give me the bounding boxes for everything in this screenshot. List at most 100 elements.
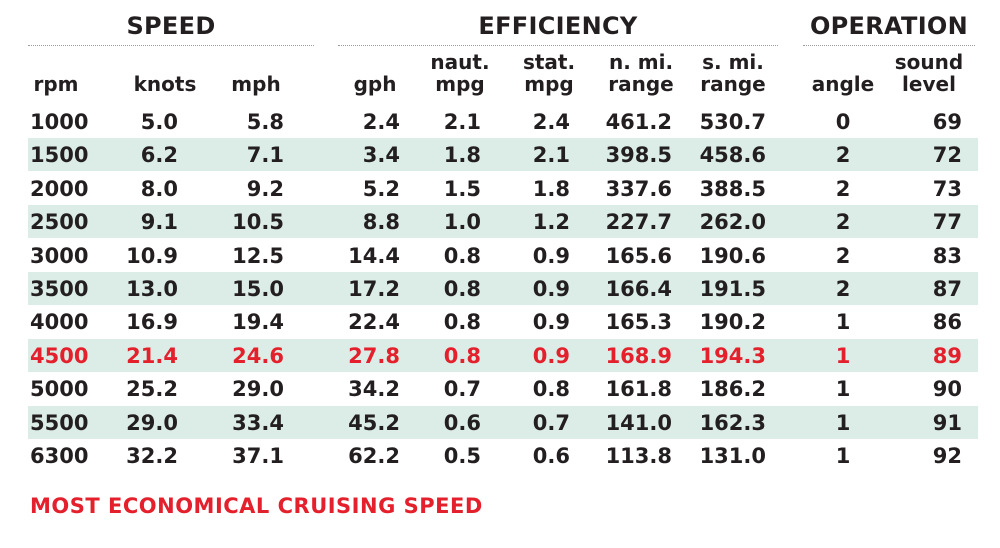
cell-naut-mpg: 0.8: [443, 277, 481, 301]
cell-n-mi-range: 398.5: [605, 143, 672, 168]
cell-naut-mpg: 0.6: [443, 410, 481, 435]
cell-n-mi-range: 461.2: [605, 110, 672, 134]
cell-knots: 16.9: [126, 310, 178, 335]
cell-angle: 0: [835, 110, 851, 134]
cell-knots: 9.1: [140, 210, 178, 235]
cell-naut-mpg: 0.8: [443, 310, 481, 335]
cell-s-mi-range: 190.6: [699, 243, 766, 268]
cell-rpm: 5500: [30, 410, 89, 435]
cell-angle: 1: [835, 444, 851, 468]
column-header-sound-level: sound level: [894, 50, 964, 96]
table-row: 5000 25.2 29.0 34.2 0.7 0.8 161.8 186.2 1 90: [28, 372, 978, 405]
cell-angle: 2: [835, 143, 851, 168]
group-divider-speed: [28, 45, 314, 46]
cell-mph: 9.2: [246, 176, 284, 201]
cell-n-mi-range: 227.7: [605, 210, 672, 235]
cell-stat-mpg: 0.9: [532, 310, 570, 335]
cell-stat-mpg: 0.8: [532, 377, 570, 402]
cell-s-mi-range: 458.6: [699, 143, 766, 168]
table-row: 5500 29.0 33.4 45.2 0.6 0.7 141.0 162.3 1 91: [28, 405, 978, 439]
cell-s-mi-range: 190.2: [699, 310, 766, 335]
cell-gph: 2.4: [362, 110, 400, 134]
cell-rpm: 2500: [30, 210, 89, 235]
column-header-stat-mpg: stat. mpg: [522, 50, 576, 96]
cell-gph: 34.2: [348, 377, 400, 402]
cell-s-mi-range: 191.5: [699, 277, 766, 301]
cell-n-mi-range: 161.8: [605, 377, 672, 402]
cell-naut-mpg: 1.5: [443, 176, 481, 201]
cell-naut-mpg: 1.8: [443, 143, 481, 168]
cell-gph: 27.8: [348, 343, 400, 368]
cell-angle: 1: [835, 377, 851, 402]
column-header-n-mi-range: n. mi. range: [608, 50, 674, 96]
cell-sound-level: 89: [932, 343, 962, 368]
cell-knots: 6.2: [140, 143, 178, 168]
cell-stat-mpg: 0.9: [532, 343, 570, 368]
cell-stat-mpg: 1.8: [532, 176, 570, 201]
cell-knots: 25.2: [126, 377, 178, 402]
cell-sound-level: 92: [932, 444, 962, 468]
cell-naut-mpg: 2.1: [443, 110, 481, 134]
table-row: 2500 9.1 10.5 8.8 1.0 1.2 227.7 262.0 2 77: [28, 205, 978, 239]
cell-knots: 21.4: [126, 343, 178, 368]
table-row: 1000 5.0 5.8 2.4 2.1 2.4 461.2 530.7 0 69: [28, 105, 978, 138]
column-header-s-mi-range: s. mi. range: [700, 50, 766, 96]
table-row: 2000 8.0 9.2 5.2 1.5 1.8 337.6 388.5 2 73: [28, 172, 978, 205]
cell-naut-mpg: 0.8: [443, 343, 481, 368]
cell-s-mi-range: 186.2: [699, 377, 766, 402]
cell-mph: 7.1: [246, 143, 284, 168]
cell-knots: 10.9: [126, 243, 178, 268]
cell-mph: 19.4: [232, 310, 284, 335]
cell-stat-mpg: 1.2: [532, 210, 570, 235]
cell-gph: 8.8: [362, 210, 400, 235]
cell-rpm: 2000: [30, 176, 89, 201]
cell-stat-mpg: 0.9: [532, 277, 570, 301]
cell-rpm: 1000: [30, 110, 89, 134]
cell-mph: 12.5: [232, 243, 284, 268]
cell-rpm: 3500: [30, 277, 89, 301]
table-row: 3000 10.9 12.5 14.4 0.8 0.9 165.6 190.6 2 83: [28, 239, 978, 272]
group-divider-operation: [803, 45, 975, 46]
cell-knots: 8.0: [140, 176, 178, 201]
cell-sound-level: 90: [932, 377, 962, 402]
cell-n-mi-range: 165.6: [605, 243, 672, 268]
cell-sound-level: 86: [932, 310, 962, 335]
cell-stat-mpg: 0.7: [532, 410, 570, 435]
cell-mph: 37.1: [232, 444, 284, 468]
cell-n-mi-range: 337.6: [605, 176, 672, 201]
cell-s-mi-range: 530.7: [699, 110, 766, 134]
cell-gph: 3.4: [362, 143, 400, 168]
table-row: 3500 13.0 15.0 17.2 0.8 0.9 166.4 191.5 2 87: [28, 272, 978, 305]
cell-rpm: 5000: [30, 377, 89, 402]
cell-rpm: 6300: [30, 444, 89, 468]
cell-gph: 17.2: [348, 277, 400, 301]
table-row-highlighted: 4500 21.4 24.6 27.8 0.8 0.9 168.9 194.3 1 89: [28, 338, 978, 372]
group-title-efficiency: EFFICIENCY: [478, 12, 638, 40]
cell-angle: 2: [835, 210, 851, 235]
cell-mph: 15.0: [232, 277, 284, 301]
cell-gph: 5.2: [362, 176, 400, 201]
cell-n-mi-range: 141.0: [605, 410, 672, 435]
cell-mph: 10.5: [232, 210, 284, 235]
cell-angle: 2: [835, 176, 851, 201]
cell-knots: 13.0: [126, 277, 178, 301]
cell-gph: 22.4: [348, 310, 400, 335]
cell-angle: 1: [835, 410, 851, 435]
cell-rpm: 1500: [30, 143, 89, 168]
cell-rpm: 3000: [30, 243, 89, 268]
cell-s-mi-range: 262.0: [699, 210, 766, 235]
cell-knots: 5.0: [140, 110, 178, 134]
table-row: 6300 32.2 37.1 62.2 0.5 0.6 113.8 131.0 1 92: [28, 439, 978, 472]
group-divider-efficiency: [338, 45, 778, 46]
table-row: 1500 6.2 7.1 3.4 1.8 2.1 398.5 458.6 2 72: [28, 138, 978, 172]
cell-stat-mpg: 0.9: [532, 243, 570, 268]
cell-mph: 24.6: [232, 343, 284, 368]
cell-mph: 29.0: [232, 377, 284, 402]
cell-rpm: 4000: [30, 310, 89, 335]
column-header-rpm: rpm: [33, 72, 79, 96]
cell-gph: 14.4: [348, 243, 400, 268]
cell-n-mi-range: 165.3: [605, 310, 672, 335]
cell-naut-mpg: 1.0: [443, 210, 481, 235]
column-header-knots: knots: [133, 72, 197, 96]
cell-sound-level: 83: [932, 243, 962, 268]
